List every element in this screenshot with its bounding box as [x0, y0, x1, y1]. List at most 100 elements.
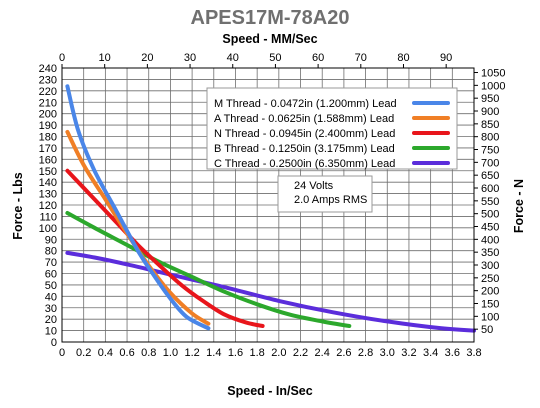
chart-title: APES17M-78A20: [191, 7, 350, 29]
y-tick-label: 240: [39, 63, 57, 75]
y-tick-label: 40: [45, 291, 57, 303]
annotation-line: 2.0 Amps RMS: [294, 194, 367, 206]
y-tick-label: 230: [39, 74, 57, 86]
y-tick-label: 70: [45, 257, 57, 269]
y-tick-label: 10: [45, 326, 57, 338]
y2-tick-label: 1000: [481, 80, 505, 92]
x2-tick-label: 50: [269, 52, 281, 64]
y-tick-label: 30: [45, 303, 57, 315]
x2-tick-label: 40: [227, 52, 239, 64]
y2-tick-label: 600: [481, 183, 499, 195]
y2-tick-label: 950: [481, 93, 499, 105]
x2-tick-label: 80: [397, 52, 409, 64]
y2-tick-label: 750: [481, 145, 499, 157]
y-tick-label: 120: [39, 200, 57, 212]
series-layer: [65, 84, 476, 333]
legend-label: N Thread - 0.0945in (2.400mm) Lead: [214, 128, 395, 140]
tick-labels: 0 0.2 0.4 0.6 0.8 1.0 1.2 1.4 1.6 1.8 2.0 2.2 2.4 2.6…: [39, 52, 506, 359]
y-tick-label: 130: [39, 189, 57, 201]
x-tick-label: 2.8: [358, 347, 373, 359]
y-tick-label: 210: [39, 97, 57, 109]
x2-tick-label: 60: [312, 52, 324, 64]
y2-tick-label: 400: [481, 234, 499, 246]
y2-tick-label: 350: [481, 247, 499, 259]
x-tick-label: 3.0: [380, 347, 395, 359]
y-tick-label: 80: [45, 246, 57, 258]
y-tick-label: 160: [39, 154, 57, 166]
x2-tick-label: 30: [184, 52, 196, 64]
x2-tick-label: 70: [355, 52, 367, 64]
x-tick-label: 2.0: [271, 347, 286, 359]
x-tick-label: 1.0: [163, 347, 178, 359]
y2-tick-label: 200: [481, 286, 499, 298]
annotation-box: 24 Volts 2.0 Amps RMS: [277, 175, 373, 213]
y-tick-label: 220: [39, 86, 57, 98]
x-tick-label: 0.6: [119, 347, 134, 359]
y-tick-label: 20: [45, 314, 57, 326]
x-tick-label: 0.2: [76, 347, 91, 359]
x-tick-label: 1.2: [184, 347, 199, 359]
y2-tick-label: 50: [481, 324, 493, 336]
y-tick-label: 140: [39, 177, 57, 189]
x2-tick-label: 0: [59, 52, 65, 64]
y2-tick-label: 500: [481, 209, 499, 221]
annotation-frame: [277, 175, 373, 213]
y2-tick-label: 850: [481, 119, 499, 131]
y2-tick-label: 1050: [481, 68, 505, 80]
y2-tick-label: 800: [481, 132, 499, 144]
x-tick-label: 2.4: [315, 347, 330, 359]
y2-tick-label: 150: [481, 299, 499, 311]
y2-tick-label: 650: [481, 170, 499, 182]
x-axis-title: Speed - In/Sec: [227, 384, 312, 398]
y-tick-label: 0: [51, 337, 57, 349]
series-line: [65, 250, 476, 333]
x-tick-label: 1.8: [250, 347, 265, 359]
y-tick-label: 100: [39, 223, 57, 235]
plot-frame: [61, 67, 475, 343]
y-tick-label: 150: [39, 166, 57, 178]
y-tick-label: 60: [45, 269, 57, 281]
x2-tick-label: 20: [141, 52, 153, 64]
x-tick-label: 1.6: [228, 347, 243, 359]
y-tick-label: 90: [45, 234, 57, 246]
series-line: [65, 84, 211, 331]
x-tick-label: 0: [59, 347, 65, 359]
y2-tick-label: 550: [481, 196, 499, 208]
y-tick-label: 180: [39, 132, 57, 144]
x-tick-label: 3.2: [401, 347, 416, 359]
legend-label: B Thread - 0.1250in (3.175mm) Lead: [214, 143, 395, 155]
legend-label: A Thread - 0.0625in (1.588mm) Lead: [214, 113, 394, 125]
y-tick-label: 190: [39, 120, 57, 132]
x-tick-label: 0.4: [98, 347, 113, 359]
y-tick-label: 200: [39, 109, 57, 121]
x-tick-label: 3.4: [423, 347, 438, 359]
x-tick-label: 1.4: [206, 347, 221, 359]
legend-items: M Thread - 0.0472in (1.200mm) Lead A Thre…: [214, 98, 450, 170]
y-tick-label: 110: [39, 211, 57, 223]
y-axis-title: Force - Lbs: [11, 172, 25, 239]
x2-tick-label: 10: [99, 52, 111, 64]
y2-tick-label: 300: [481, 260, 499, 272]
x2-tick-label: 90: [440, 52, 452, 64]
x-tick-label: 2.6: [336, 347, 351, 359]
y2-tick-label: 900: [481, 106, 499, 118]
series-line: [65, 168, 265, 328]
series-line: [65, 211, 352, 328]
y2-tick-label: 250: [481, 273, 499, 285]
y-tick-label: 170: [39, 143, 57, 155]
legend: M Thread - 0.0472in (1.200mm) Lead A Thre…: [206, 87, 458, 170]
x2-axis-title: Speed - MM/Sec: [222, 32, 317, 46]
annotation-line: 24 Volts: [294, 180, 334, 192]
y2-axis-title: Force - N: [512, 179, 526, 233]
legend-label: C Thread - 0.2500in (6.350mm) Lead: [214, 158, 395, 170]
x-tick-label: 0.8: [141, 347, 156, 359]
y2-tick-label: 100: [481, 311, 499, 323]
x-tick-label: 3.6: [445, 347, 460, 359]
y-tick-label: 50: [45, 280, 57, 292]
x-tick-label: 3.8: [466, 347, 481, 359]
x-tick-label: 2.2: [293, 347, 308, 359]
y2-tick-label: 700: [481, 157, 499, 169]
y2-tick-label: 450: [481, 222, 499, 234]
legend-label: M Thread - 0.0472in (1.200mm) Lead: [214, 98, 397, 110]
